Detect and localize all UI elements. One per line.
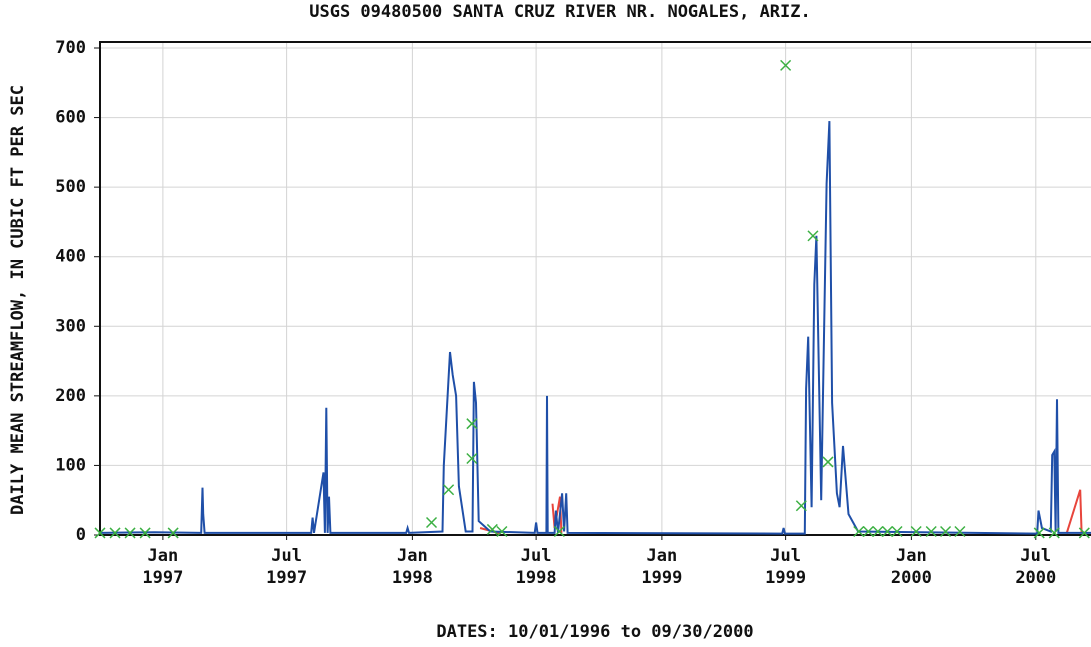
marker xyxy=(795,500,807,512)
marker xyxy=(872,525,884,538)
marker xyxy=(486,523,498,535)
series-line xyxy=(479,489,1083,535)
y-tick-label: 100 xyxy=(55,455,86,475)
marker xyxy=(1033,527,1045,539)
marker xyxy=(881,525,893,538)
x-tick-label: Jan 1998 xyxy=(392,546,433,588)
marker xyxy=(891,525,903,538)
y-tick-label: 0 xyxy=(76,525,86,545)
marker xyxy=(822,456,834,468)
marker xyxy=(853,525,865,538)
marker xyxy=(466,452,478,465)
marker xyxy=(910,525,922,538)
chart-title: USGS 09480500 SANTA CRUZ RIVER NR. NOGAL… xyxy=(309,2,811,22)
marker xyxy=(443,484,455,496)
x-tick-label: Jul 1997 xyxy=(266,546,307,588)
y-tick-label: 200 xyxy=(55,386,86,406)
marker xyxy=(925,525,937,538)
y-tick-label: 600 xyxy=(55,108,86,128)
marker xyxy=(109,527,121,539)
marker xyxy=(940,525,952,538)
x-tick-label: Jan 1999 xyxy=(641,546,682,588)
x-tick-label: Jul 1999 xyxy=(765,546,806,588)
marker xyxy=(807,230,819,242)
y-axis-label: DAILY MEAN STREAMFLOW, IN CUBIC FT PER S… xyxy=(8,85,28,515)
x-axis-label: DATES: 10/01/1996 to 09/30/2000 xyxy=(436,622,753,642)
marker xyxy=(780,59,792,71)
marker xyxy=(862,525,874,538)
x-tick-label: Jan 1997 xyxy=(142,546,183,588)
y-tick-label: 500 xyxy=(55,177,86,197)
marker xyxy=(496,525,508,538)
marker xyxy=(1048,527,1060,539)
marker xyxy=(553,525,565,538)
marker xyxy=(167,527,179,539)
marker xyxy=(124,527,136,539)
x-tick-label: Jan 2000 xyxy=(891,546,932,588)
x-tick-label: Jul 1998 xyxy=(516,546,557,588)
y-tick-label: 700 xyxy=(55,38,86,58)
marker xyxy=(1078,527,1090,539)
series-line xyxy=(99,121,1091,535)
marker xyxy=(466,418,478,430)
y-tick-label: 400 xyxy=(55,247,86,267)
marker xyxy=(954,525,966,538)
y-tick-label: 300 xyxy=(55,316,86,336)
plot-frame xyxy=(99,41,1091,536)
marker xyxy=(425,516,438,529)
marker xyxy=(139,527,151,539)
x-tick-label: Jul 2000 xyxy=(1015,546,1056,588)
marker xyxy=(94,527,106,539)
